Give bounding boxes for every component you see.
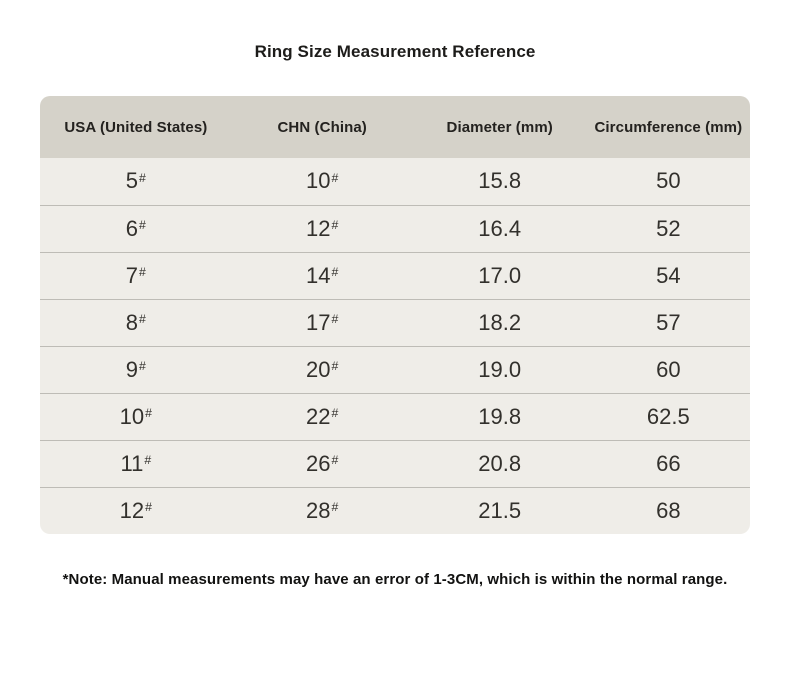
table-row: 12# 28# 21.5 68 — [40, 486, 750, 534]
table-row: 6# 12# 16.4 52 — [40, 204, 750, 252]
cell-usa-size: 9# — [40, 345, 232, 393]
cell-circumference: 50 — [586, 158, 750, 205]
table-body: 5# 10# 15.8 50 6# 12# 16.4 52 7# 14# 17.… — [40, 158, 750, 534]
size-suffix: # — [331, 359, 339, 374]
cell-circumference: 68 — [586, 486, 750, 534]
size-suffix: # — [139, 170, 146, 185]
table-row: 10# 22# 19.8 62.5 — [40, 392, 750, 440]
cell-circumference: 60 — [586, 345, 750, 393]
table-row: 8# 17# 18.2 57 — [40, 298, 750, 346]
cell-diameter: 18.2 — [412, 298, 587, 346]
table-header: USA (United States) CHN (China) Diameter… — [40, 96, 750, 158]
size-suffix: # — [139, 312, 146, 327]
size-suffix: # — [139, 265, 146, 280]
table-row: 9# 20# 19.0 60 — [40, 345, 750, 393]
column-header-usa: USA (United States) — [40, 96, 232, 158]
cell-circumference: 52 — [586, 204, 750, 252]
cell-usa-size: 11# — [40, 439, 232, 487]
cell-chn-size: 22# — [231, 392, 413, 440]
cell-diameter: 15.8 — [412, 158, 587, 205]
usa-size-value: 12 — [119, 497, 145, 523]
size-suffix: # — [331, 312, 339, 327]
size-suffix: # — [331, 406, 339, 421]
cell-chn-size: 10# — [231, 158, 413, 205]
chn-size-value: 10 — [306, 168, 331, 194]
cell-circumference: 57 — [586, 298, 750, 346]
cell-usa-size: 7# — [40, 251, 232, 299]
cell-diameter: 19.8 — [412, 392, 587, 440]
column-header-circumference: Circumference (mm) — [586, 96, 750, 158]
cell-diameter: 21.5 — [412, 486, 587, 534]
chn-size-value: 20 — [306, 356, 331, 382]
cell-diameter: 19.0 — [412, 345, 587, 393]
cell-chn-size: 26# — [231, 439, 413, 487]
size-suffix: # — [331, 170, 339, 185]
usa-size-value: 5 — [125, 168, 139, 194]
ring-size-table: USA (United States) CHN (China) Diameter… — [40, 96, 750, 534]
cell-usa-size: 6# — [40, 204, 232, 252]
cell-chn-size: 20# — [231, 345, 413, 393]
cell-circumference: 62.5 — [586, 392, 750, 440]
chn-size-value: 14 — [306, 262, 331, 288]
table-row: 5# 10# 15.8 50 — [40, 158, 750, 205]
measurement-note: *Note: Manual measurements may have an e… — [62, 571, 728, 588]
usa-size-value: 8 — [125, 309, 139, 335]
usa-size-value: 9 — [125, 356, 139, 382]
cell-usa-size: 8# — [40, 298, 232, 346]
usa-size-value: 6 — [125, 215, 139, 241]
chn-size-value: 26 — [306, 450, 331, 476]
size-suffix: # — [139, 218, 146, 233]
cell-chn-size: 12# — [231, 204, 413, 252]
cell-diameter: 16.4 — [412, 204, 587, 252]
column-header-diameter: Diameter (mm) — [412, 96, 587, 158]
page-title: Ring Size Measurement Reference — [254, 42, 536, 61]
cell-diameter: 20.8 — [412, 439, 587, 487]
usa-size-value: 10 — [119, 403, 145, 429]
cell-diameter: 17.0 — [412, 251, 587, 299]
table-row: 7# 14# 17.0 54 — [40, 251, 750, 299]
chn-size-value: 17 — [306, 309, 331, 335]
table-row: 11# 26# 20.8 66 — [40, 439, 750, 487]
cell-circumference: 66 — [586, 439, 750, 487]
cell-chn-size: 28# — [231, 486, 413, 534]
cell-circumference: 54 — [586, 251, 750, 299]
column-header-chn: CHN (China) — [231, 96, 413, 158]
ring-size-table-container: USA (United States) CHN (China) Diameter… — [40, 96, 750, 534]
size-suffix: # — [331, 500, 339, 515]
chn-size-value: 28 — [306, 497, 331, 523]
cell-chn-size: 17# — [231, 298, 413, 346]
table-header-row: USA (United States) CHN (China) Diameter… — [40, 96, 750, 158]
cell-chn-size: 14# — [231, 251, 413, 299]
cell-usa-size: 10# — [40, 392, 232, 440]
size-suffix: # — [144, 453, 152, 468]
usa-size-value: 11 — [120, 450, 144, 476]
cell-usa-size: 5# — [40, 158, 232, 205]
size-suffix: # — [145, 406, 153, 421]
size-suffix: # — [139, 359, 146, 374]
size-suffix: # — [331, 218, 339, 233]
cell-usa-size: 12# — [40, 486, 232, 534]
chn-size-value: 12 — [306, 215, 331, 241]
usa-size-value: 7 — [125, 262, 139, 288]
chn-size-value: 22 — [306, 403, 331, 429]
size-suffix: # — [331, 453, 339, 468]
size-suffix: # — [145, 500, 153, 515]
size-suffix: # — [331, 265, 339, 280]
